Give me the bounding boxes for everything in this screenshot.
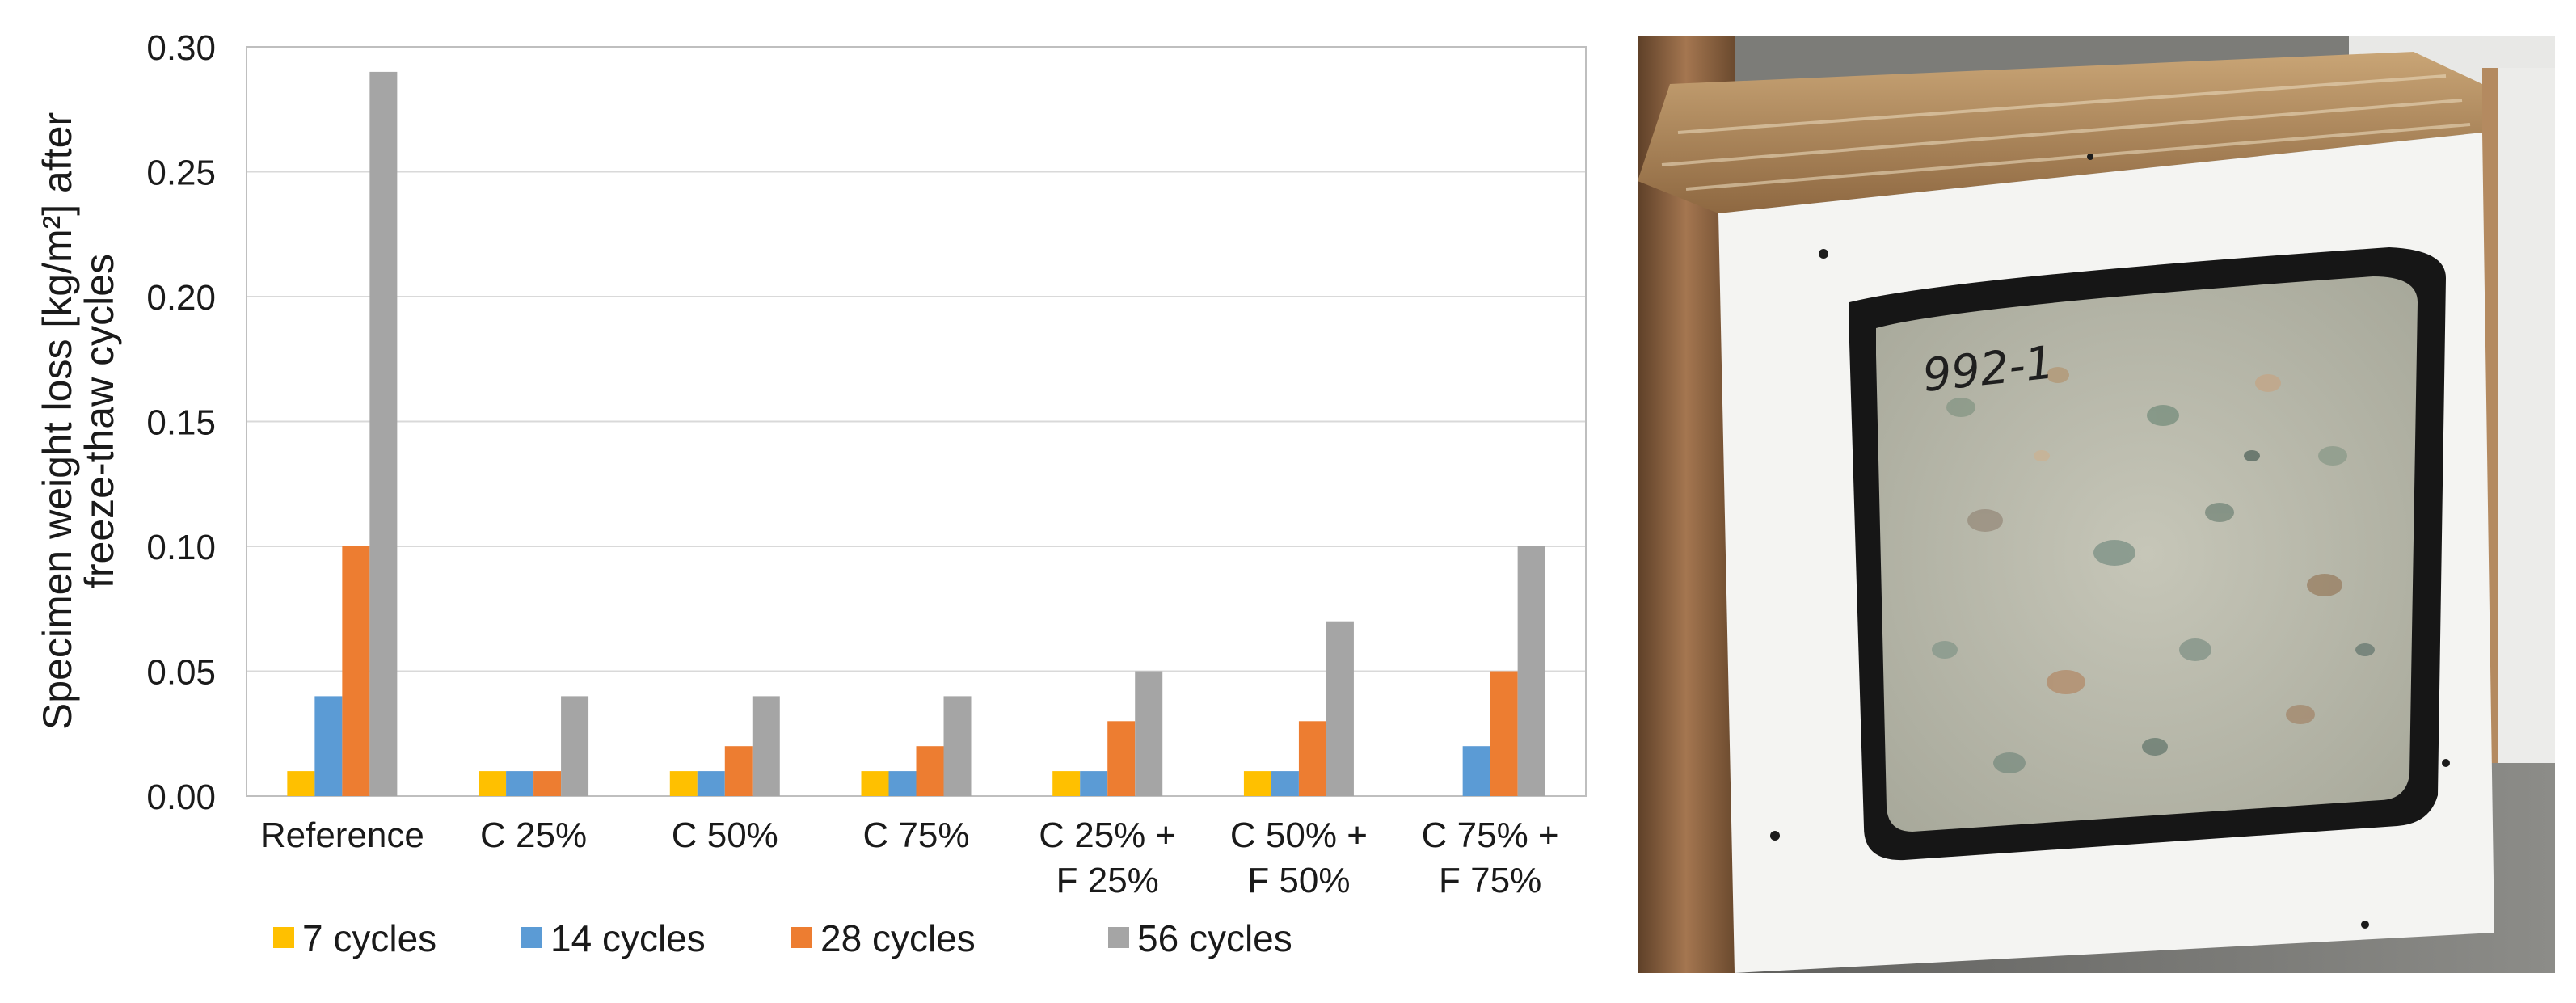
x-tick-label: C 50% + <box>1230 815 1368 855</box>
bar-56-cycles-2 <box>752 696 780 796</box>
y-tick-label: 0.30 <box>146 28 216 68</box>
bar-56-cycles-5 <box>1326 621 1354 796</box>
bar-56-cycles-0 <box>369 71 398 796</box>
x-tick-label: F 75% <box>1439 861 1541 900</box>
legend-label: 56 cycles <box>1137 917 1292 959</box>
bar-14-cycles-1 <box>506 771 534 796</box>
legend-swatch <box>521 927 542 948</box>
legend-swatch <box>273 927 294 948</box>
legend-swatch <box>791 927 812 948</box>
y-tick-label: 0.10 <box>146 528 216 567</box>
y-axis-label: Specimen weight loss [kg/m²] afterfreeze… <box>35 112 122 730</box>
bar-14-cycles-0 <box>314 696 343 796</box>
bar-14-cycles-2 <box>697 771 725 796</box>
y-axis-label-line: Specimen weight loss [kg/m²] after <box>35 112 80 730</box>
legend-label: 7 cycles <box>302 917 436 959</box>
x-tick-label: C 25% <box>480 815 587 855</box>
y-tick-label: 0.20 <box>146 278 216 318</box>
x-tick-label: C 25% + <box>1039 815 1176 855</box>
bar-7-cycles-5 <box>1243 771 1271 796</box>
legend: 7 cycles 14 cycles 28 cycles 56 cycles <box>273 917 1292 959</box>
x-tick-label: Reference <box>260 815 424 855</box>
legend-label: 28 cycles <box>820 917 976 959</box>
gridlines <box>247 46 1586 797</box>
bar-7-cycles-0 <box>287 771 315 796</box>
specimen-photo: 992-1 <box>1638 36 2555 973</box>
bar-14-cycles-3 <box>888 771 917 796</box>
bar-28-cycles-6 <box>1490 671 1518 796</box>
bars <box>287 71 1545 796</box>
bar-7-cycles-3 <box>861 771 889 796</box>
bar-chart: 0.00 0.05 0.10 0.15 0.20 0.25 0.30 Reference C … <box>35 28 1587 959</box>
bar-56-cycles-4 <box>1135 671 1163 796</box>
bar-56-cycles-1 <box>561 696 589 796</box>
bar-7-cycles-4 <box>1052 771 1081 796</box>
legend-label: 14 cycles <box>550 917 706 959</box>
bar-28-cycles-3 <box>916 746 944 796</box>
x-tick-label: F 50% <box>1247 861 1350 900</box>
x-tick-labels: Reference C 25% C 50% C 75% C 25% + F 25% C 50… <box>260 815 1559 900</box>
bar-7-cycles-1 <box>479 771 507 796</box>
bar-56-cycles-3 <box>943 696 972 796</box>
x-tick-label: C 50% <box>672 815 778 855</box>
bar-28-cycles-0 <box>342 546 370 796</box>
legend-swatch <box>1108 927 1129 948</box>
bar-14-cycles-4 <box>1080 771 1108 796</box>
bar-14-cycles-6 <box>1462 746 1490 796</box>
bar-28-cycles-2 <box>724 746 753 796</box>
bar-14-cycles-5 <box>1271 771 1299 796</box>
bar-28-cycles-4 <box>1107 721 1136 796</box>
bar-28-cycles-1 <box>533 771 562 796</box>
y-axis-label-line: freeze-thaw cycles <box>77 254 122 588</box>
bar-56-cycles-6 <box>1517 546 1545 796</box>
x-tick-label: C 75% <box>862 815 969 855</box>
bar-7-cycles-2 <box>669 771 698 796</box>
y-tick-label: 0.05 <box>146 653 216 693</box>
bar-28-cycles-5 <box>1298 721 1326 796</box>
y-tick-labels: 0.00 0.05 0.10 0.15 0.20 0.25 0.30 <box>146 28 216 817</box>
y-tick-label: 0.00 <box>146 778 216 817</box>
x-tick-label: F 25% <box>1056 861 1159 900</box>
y-tick-label: 0.15 <box>146 403 216 443</box>
y-tick-label: 0.25 <box>146 154 216 193</box>
x-tick-label: C 75% + <box>1422 815 1559 855</box>
